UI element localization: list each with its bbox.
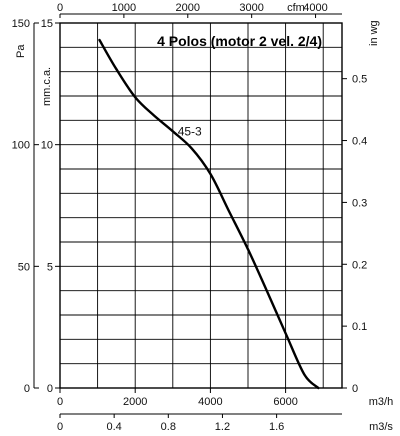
- plot-frame: [59, 22, 343, 389]
- mm-tick-label: 10: [41, 140, 53, 152]
- m3h-tick-label: 0: [57, 396, 63, 408]
- pa-tick-label: 0: [24, 383, 30, 395]
- m3s-tick-label: 1.2: [215, 421, 230, 433]
- m3h-tick-label: 2000: [123, 396, 147, 408]
- m3h-axis-label: m3/h: [369, 396, 393, 408]
- mm-tick-label: 15: [41, 18, 53, 30]
- chart-title: 4 Polos (motor 2 vel. 2/4): [157, 33, 322, 49]
- cfm-tick-label: 0: [57, 2, 63, 14]
- pa-tick-label: 100: [12, 140, 30, 152]
- m3s-axis-label: m3/s: [369, 421, 393, 433]
- m3h-tick-label: 4000: [198, 396, 222, 408]
- mm-axis-label: mm.c.a.: [41, 67, 53, 106]
- m3s-tick-label: 0: [57, 421, 63, 433]
- inwg-axis-label: in wg: [368, 20, 380, 46]
- cfm-tick-label: 1000: [112, 2, 136, 14]
- pa-axis-label: Pa: [15, 44, 27, 58]
- m3h-tick-label: 6000: [273, 396, 297, 408]
- inwg-tick-label: 0.2: [352, 259, 367, 271]
- inwg-tick-label: 0.4: [352, 136, 367, 148]
- m3s-tick-label: 1.6: [269, 421, 284, 433]
- mm-tick-label: 0: [47, 383, 53, 395]
- cfm-tick-label: 2000: [176, 2, 200, 14]
- series-label: 45-3: [178, 124, 202, 138]
- pa-tick-label: 50: [18, 261, 30, 273]
- inwg-tick-label: 0: [352, 383, 358, 395]
- axis-layer: 0 50 100 150 Pa 0 5 10 15 mm.c.a. 0 0.1 0.2 0.3 0.4 0.5…: [12, 2, 394, 433]
- inwg-tick-label: 0.1: [352, 321, 367, 333]
- cfm-tick-label: 3000: [239, 2, 263, 14]
- series-layer: 45-3: [98, 38, 320, 390]
- mm-tick-label: 5: [47, 261, 53, 273]
- series-line-45-3: [98, 38, 320, 390]
- cfm-axis-label: cfm: [287, 2, 305, 14]
- m3s-tick-label: 0.4: [107, 421, 122, 433]
- inwg-tick-label: 0.3: [352, 197, 367, 209]
- cfm-tick-label: 4000: [303, 2, 327, 14]
- grid-layer: [60, 22, 342, 388]
- inwg-tick-label: 0.5: [352, 74, 367, 86]
- m3s-tick-label: 0.8: [161, 421, 176, 433]
- pa-tick-label: 150: [12, 18, 30, 30]
